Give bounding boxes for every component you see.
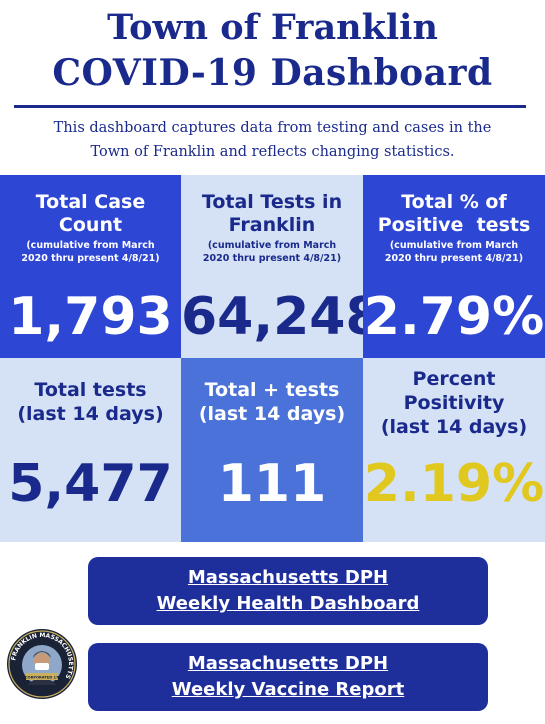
tile-label-line: Positive tests bbox=[377, 214, 531, 236]
tile-label-line: Count bbox=[58, 214, 123, 236]
tile-note: (cumulative from March 2020 thru present… bbox=[0, 239, 181, 265]
page-title: Town of Franklin bbox=[107, 7, 438, 48]
percent-positive-value: 2.79% bbox=[363, 287, 545, 347]
link-text-line: Weekly Vaccine Report bbox=[171, 679, 405, 700]
tile-note-line: 2020 thru present 4/8/21) bbox=[21, 253, 160, 264]
tile-label-line: Total Tests in bbox=[201, 191, 343, 213]
link-text-line: Massachusetts DPH bbox=[187, 567, 389, 588]
tile-label: Percent Positivity (last 14 days) bbox=[363, 367, 545, 439]
tile-note-line: (cumulative from March bbox=[26, 240, 155, 251]
tile-label-line: (last 14 days) bbox=[198, 403, 346, 425]
link-text-line: Massachusetts DPH bbox=[187, 653, 389, 674]
tile-label-line: Total tests bbox=[34, 379, 147, 401]
link-text-line: Weekly Health Dashboard bbox=[156, 593, 420, 614]
ma-dph-vaccine-report-link[interactable]: Massachusetts DPH Weekly Vaccine Report bbox=[88, 643, 488, 711]
tile-note-line: 2020 thru present 4/8/21) bbox=[384, 253, 524, 264]
total-case-count-tile: Total Case Count (cumulative from March … bbox=[0, 175, 181, 358]
tests-14-days-value: 5,477 bbox=[8, 454, 173, 514]
tile-label-line: Total Case bbox=[35, 191, 146, 213]
percent-positive-tile: Total % of Positive tests (cumulative fr… bbox=[363, 175, 545, 358]
tile-label: Total tests (last 14 days) bbox=[0, 378, 181, 426]
tile-note-line: (cumulative from March bbox=[207, 240, 337, 251]
tile-label: Total + tests (last 14 days) bbox=[181, 378, 363, 426]
svg-text:INCORPORATED 1778: INCORPORATED 1778 bbox=[21, 675, 64, 679]
stats-grid: Total Case Count (cumulative from March … bbox=[0, 175, 545, 545]
tests-14-days-tile: Total tests (last 14 days) 5,477 bbox=[0, 358, 181, 542]
tile-label-line: (last 14 days) bbox=[380, 416, 528, 438]
total-case-count-value: 1,793 bbox=[8, 287, 173, 347]
tile-label: Total Tests in Franklin bbox=[181, 191, 363, 237]
description-line: This dashboard captures data from testin… bbox=[53, 120, 492, 136]
tile-note: (cumulative from March 2020 thru present… bbox=[181, 239, 363, 265]
percent-positivity-14-days-tile: Percent Positivity (last 14 days) 2.19% bbox=[363, 358, 545, 542]
tile-note-line: (cumulative from March bbox=[389, 240, 519, 251]
percent-positivity-14-days-value: 2.19% bbox=[363, 454, 545, 514]
total-tests-tile: Total Tests in Franklin (cumulative from… bbox=[181, 175, 382, 358]
tile-label-line: Percent bbox=[412, 368, 496, 390]
tile-label: Total Case Count bbox=[0, 191, 181, 237]
title-divider bbox=[14, 105, 526, 108]
positive-14-days-value: 111 bbox=[217, 454, 327, 514]
tile-note: (cumulative from March 2020 thru present… bbox=[363, 239, 545, 265]
tile-label-line: Total + tests bbox=[204, 379, 340, 401]
tile-label: Total % of Positive tests bbox=[363, 191, 545, 237]
tile-label-line: Franklin bbox=[228, 214, 316, 236]
tile-label-line: Total % of bbox=[401, 191, 507, 213]
tile-label-line: (last 14 days) bbox=[17, 403, 164, 425]
description-line: Town of Franklin and reflects changing s… bbox=[90, 144, 455, 160]
dashboard-description: This dashboard captures data from testin… bbox=[0, 116, 545, 164]
positive-14-days-tile: Total + tests (last 14 days) 111 bbox=[181, 358, 363, 542]
page-subtitle: COVID-19 Dashboard bbox=[52, 52, 493, 94]
total-tests-value: 64,248 bbox=[181, 287, 382, 347]
tile-label-line: Positivity bbox=[403, 392, 505, 414]
town-seal-icon: FRANKLIN MASSACHUSETTS INCORPORATED 1778 bbox=[7, 629, 77, 699]
ma-dph-health-dashboard-link[interactable]: Massachusetts DPH Weekly Health Dashboar… bbox=[88, 557, 488, 625]
tile-note-line: 2020 thru present 4/8/21) bbox=[202, 253, 342, 264]
